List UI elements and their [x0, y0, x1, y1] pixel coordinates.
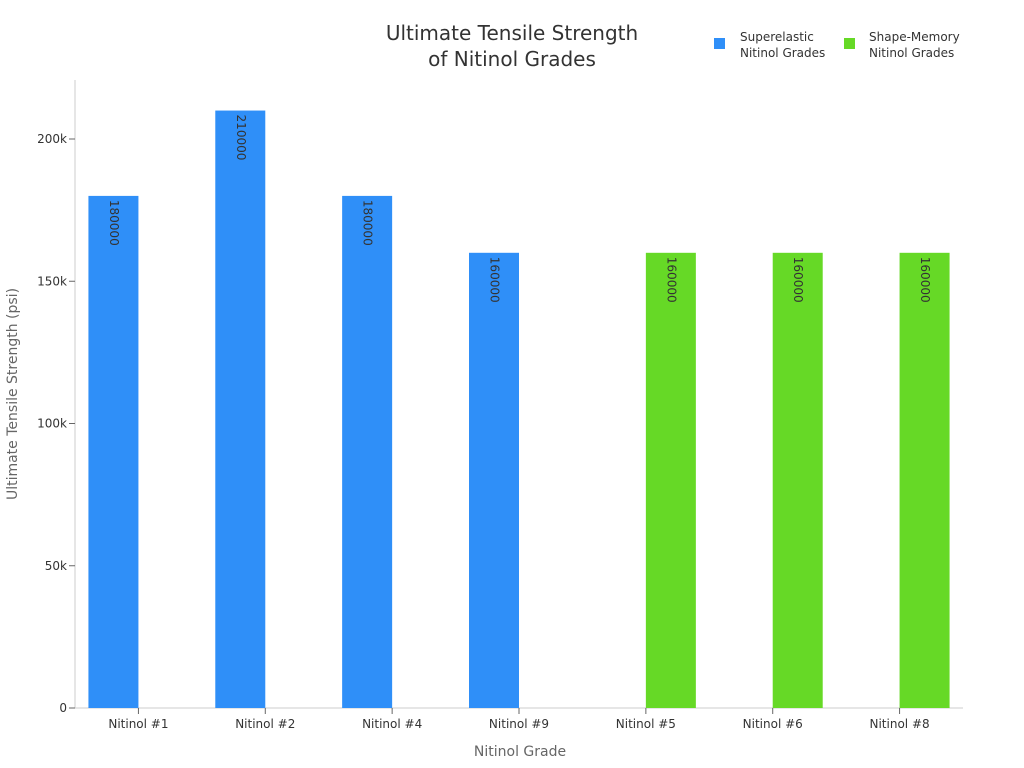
bar: [772, 252, 823, 709]
plot-area: 0 50k 100k 150k 200k Nitinol #1 180000 Nitinol …: [37, 80, 963, 731]
legend-label-shape-memory-line-2: Nitinol Grades: [869, 46, 954, 60]
x-tick-label: Nitinol #8: [870, 717, 930, 731]
x-axis-title: Nitinol Grade: [474, 744, 566, 760]
bar: [645, 252, 696, 709]
data-label: 160000: [918, 257, 932, 303]
y-tick-label: 150k: [37, 274, 67, 288]
y-tick-label: 200k: [37, 132, 67, 146]
bar: [342, 195, 393, 708]
data-label: 180000: [361, 200, 375, 246]
y-tick-label: 0: [59, 701, 67, 715]
legend-label-shape-memory-line-1: Shape-Memory: [869, 30, 960, 44]
data-label: 210000: [234, 115, 248, 161]
data-label: 160000: [791, 257, 805, 303]
legend-swatch-shape-memory: [844, 38, 855, 49]
data-label: 160000: [664, 257, 678, 303]
y-tick-label: 100k: [37, 417, 67, 431]
data-label: 160000: [488, 257, 502, 303]
x-tick-label: Nitinol #2: [235, 717, 295, 731]
legend-label-superelastic-line-1: Superelastic: [740, 30, 814, 44]
legend-swatch-superelastic: [714, 38, 725, 49]
bar: [899, 252, 950, 709]
chart-title-line-2: of Nitinol Grades: [428, 47, 596, 71]
data-label: 180000: [107, 200, 121, 246]
y-tick-label: 50k: [45, 559, 67, 573]
bar: [215, 110, 266, 709]
y-axis-title: Ultimate Tensile Strength (psi): [5, 288, 21, 500]
x-tick-label: Nitinol #9: [489, 717, 549, 731]
x-tick-label: Nitinol #6: [743, 717, 803, 731]
x-tick-label: Nitinol #4: [362, 717, 422, 731]
bar: [88, 195, 139, 708]
legend-label-superelastic-line-2: Nitinol Grades: [740, 46, 825, 60]
bar: [469, 252, 519, 709]
chart-title-line-1: Ultimate Tensile Strength: [386, 21, 638, 45]
x-tick-label: Nitinol #1: [108, 717, 168, 731]
legend: Superelastic Nitinol Grades Shape-Memory…: [714, 30, 960, 60]
x-tick-label: Nitinol #5: [616, 717, 676, 731]
